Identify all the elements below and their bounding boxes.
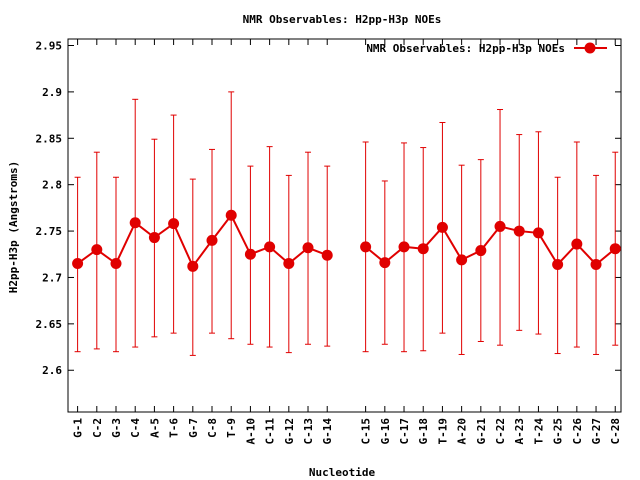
data-point	[494, 220, 506, 232]
x-tick-label: G-25	[552, 418, 565, 445]
y-axis-label: H2pp-H3p (Angstroms)	[7, 161, 20, 293]
data-point	[609, 243, 621, 255]
x-tick-label: A-5	[148, 418, 161, 438]
y-tick-label: 2.85	[36, 132, 63, 145]
data-point	[398, 241, 410, 253]
x-tick-label: T-24	[532, 418, 545, 445]
data-point	[571, 238, 583, 250]
error-bars	[74, 91, 619, 356]
y-tick-label: 2.75	[36, 225, 63, 238]
data-point	[436, 221, 448, 233]
x-axis-label: Nucleotide	[309, 466, 376, 479]
x-tick-label: C-8	[206, 418, 219, 438]
x-tick-label: G-7	[187, 418, 200, 438]
data-point	[513, 225, 525, 237]
data-point	[302, 242, 314, 254]
data-point	[129, 217, 141, 229]
data-point	[417, 243, 429, 255]
x-tick-label: G-27	[590, 418, 603, 445]
x-tick-label: C-26	[571, 418, 584, 445]
plot-frame	[67, 38, 622, 413]
x-tick-label: C-11	[264, 418, 277, 445]
data-point	[283, 258, 295, 270]
chart-title: NMR Observables: H2pp-H3p NOEs	[243, 13, 442, 26]
data-point	[590, 258, 602, 270]
series-line	[72, 209, 621, 272]
x-tick-label: G-18	[417, 418, 430, 445]
x-tick-label: G-3	[110, 418, 123, 438]
x-tick-label: T-9	[225, 418, 238, 438]
y-tick-label: 2.95	[36, 39, 63, 52]
x-tick-label: G-21	[475, 418, 488, 445]
y-tick-label: 2.7	[42, 271, 62, 284]
data-point	[206, 234, 218, 246]
legend-label: NMR Observables: H2pp-H3p NOEs	[366, 42, 565, 55]
x-tick-label: T-6	[168, 418, 181, 438]
x-tick-label: A-23	[513, 418, 526, 445]
y-tick-label: 2.8	[42, 179, 62, 192]
data-point	[244, 248, 256, 260]
data-point	[532, 227, 544, 239]
y-axis: 2.6 2.65 2.7 2.75 2.8 2.85 2.9 2.95	[36, 39, 621, 377]
x-axis: G-1 C-2 G-3 C-4 A-5 T-6 G-7 C-8 T-9 A-10 C-11 G-12 C…	[72, 39, 622, 445]
data-point	[264, 241, 276, 253]
y-tick-label: 2.6	[42, 364, 62, 377]
data-point	[187, 260, 199, 272]
x-tick-label: G-14	[321, 418, 334, 445]
x-tick-label: C-17	[398, 418, 411, 445]
data-point	[72, 258, 84, 270]
x-tick-label: A-20	[456, 418, 469, 445]
x-tick-label: C-4	[129, 418, 142, 438]
data-point	[225, 209, 237, 221]
data-point	[148, 232, 160, 244]
x-tick-label: C-13	[302, 418, 315, 445]
x-tick-label: G-16	[379, 418, 392, 445]
data-point	[360, 241, 372, 253]
x-tick-label: C-2	[91, 418, 104, 438]
data-point	[321, 249, 333, 261]
data-point	[379, 257, 391, 269]
x-tick-label: C-22	[494, 418, 507, 445]
x-tick-label: G-12	[283, 418, 296, 445]
x-tick-label: A-10	[244, 418, 257, 445]
data-point	[91, 244, 103, 256]
data-point	[475, 245, 487, 257]
x-tick-label: C-15	[360, 418, 373, 445]
data-point	[456, 254, 468, 266]
legend: NMR Observables: H2pp-H3p NOEs	[366, 42, 607, 55]
data-point	[552, 258, 564, 270]
legend-marker	[584, 42, 596, 54]
y-tick-label: 2.9	[42, 86, 62, 99]
data-point	[168, 218, 180, 230]
y-tick-label: 2.65	[36, 318, 63, 331]
x-tick-label: C-28	[609, 418, 622, 445]
x-tick-label: G-1	[72, 418, 85, 438]
x-tick-label: T-19	[436, 418, 449, 445]
data-point	[110, 258, 122, 270]
